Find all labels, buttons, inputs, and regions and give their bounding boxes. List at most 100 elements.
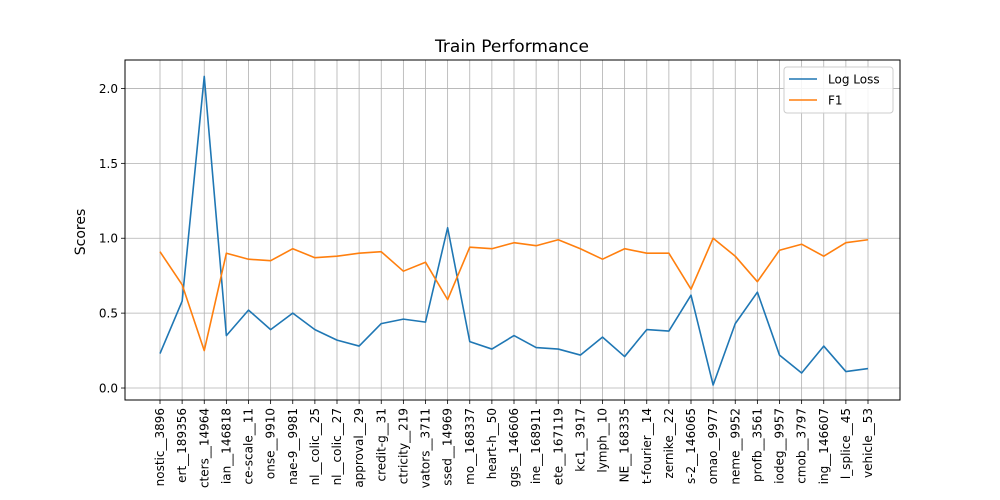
data-point	[447, 299, 449, 301]
y-axis: 0.0 0.5 1.0 1.5 2.0	[99, 82, 125, 396]
data-point	[314, 257, 316, 259]
x-tick-label: iodeg__9957	[773, 408, 787, 484]
data-point	[602, 258, 604, 260]
x-tick-label: mo__168337	[463, 408, 477, 485]
data-point	[668, 330, 670, 332]
data-point	[491, 248, 493, 250]
x-tick-label: zernike__22	[662, 408, 676, 479]
data-point	[845, 371, 847, 373]
data-point	[668, 252, 670, 254]
y-axis-label: Scores	[73, 209, 89, 256]
data-point	[845, 242, 847, 244]
data-point	[646, 252, 648, 254]
data-point	[756, 281, 758, 283]
data-point	[248, 309, 250, 311]
x-tick-label: ing__146607	[817, 408, 831, 484]
data-point	[225, 252, 227, 254]
plot-frame	[124, 59, 901, 401]
x-tick-label: ete__167119	[551, 408, 565, 485]
data-point	[447, 227, 449, 229]
data-point	[425, 321, 427, 323]
data-point	[402, 270, 404, 272]
x-tick-label: ssed__14969	[441, 408, 455, 486]
x-tick-label: vators__3711	[419, 408, 433, 488]
data-point	[292, 248, 294, 250]
data-point	[779, 249, 781, 251]
series-line-1	[159, 75, 869, 386]
series-line-2	[159, 237, 869, 352]
data-point	[203, 76, 205, 78]
data-point	[690, 288, 692, 290]
data-point	[624, 248, 626, 250]
x-tick-label: nl__colic__25	[308, 408, 322, 485]
x-tick-label: kc1__3917	[573, 408, 587, 472]
x-tick-label: ine__168911	[529, 408, 543, 484]
data-point	[535, 245, 537, 247]
data-point	[358, 345, 360, 347]
data-point	[624, 356, 626, 358]
legend-label: Log Loss	[828, 73, 880, 87]
data-point	[690, 294, 692, 296]
x-tick-label: omao__9977	[706, 408, 720, 484]
data-point	[491, 348, 493, 350]
data-point	[646, 329, 648, 331]
data-point	[557, 348, 559, 350]
data-point	[513, 242, 515, 244]
data-point	[602, 336, 604, 338]
data-point	[270, 329, 272, 331]
data-point	[867, 239, 869, 241]
x-axis: nostic__3896 ert__189356 cters__14964 ian__…	[153, 400, 875, 488]
x-tick-label: nostic__3896	[153, 408, 167, 486]
x-tick-label: NE__168335	[618, 408, 632, 482]
data-point	[292, 312, 294, 314]
y-tick-label: 0.0	[99, 382, 118, 396]
y-tick-label: 1.0	[99, 232, 118, 246]
data-point	[513, 335, 515, 337]
data-point	[402, 318, 404, 320]
data-point	[203, 350, 205, 352]
data-point	[756, 291, 758, 293]
data-point	[557, 239, 559, 241]
data-point	[314, 329, 316, 331]
x-tick-label: ctricity__219	[396, 408, 410, 484]
x-tick-label: nl__colic__27	[330, 408, 344, 485]
x-tick-label: lymph__10	[596, 408, 610, 473]
x-tick-label: s-2__146065	[684, 408, 698, 484]
x-tick-label: profb__3561	[750, 408, 764, 482]
grid	[125, 60, 900, 400]
chart-title: Train Performance	[434, 37, 589, 57]
data-point	[225, 335, 227, 337]
legend: Log Loss F1	[783, 66, 894, 114]
x-tick-label: vehicle__53	[861, 408, 875, 478]
data-point	[469, 341, 471, 343]
data-point	[823, 255, 825, 257]
x-tick-label: credit-g__31	[374, 408, 388, 482]
x-tick-label: heart-h__50	[485, 408, 499, 479]
x-tick-label: nae-9__9981	[286, 408, 300, 485]
data-point	[801, 243, 803, 245]
x-tick-label: neme__9952	[728, 408, 742, 485]
series-lines	[159, 75, 869, 386]
data-point	[181, 284, 183, 286]
y-tick-label: 0.5	[99, 307, 118, 321]
legend-label: F1	[828, 94, 843, 108]
x-tick-label: approval__29	[352, 408, 366, 488]
data-point	[579, 248, 581, 250]
data-point	[801, 372, 803, 374]
data-point	[712, 384, 714, 386]
data-point	[380, 251, 382, 253]
data-point	[358, 252, 360, 254]
data-point	[823, 345, 825, 347]
x-tick-label: onse__9910	[264, 408, 278, 479]
x-tick-label: ggs__146606	[507, 408, 521, 487]
x-tick-label: ert__189356	[175, 408, 189, 483]
x-tick-label: ian__146818	[219, 408, 233, 484]
y-tick-label: 2.0	[99, 82, 118, 96]
x-tick-label: t-fourier__14	[640, 408, 654, 484]
x-tick-label: cmob__3797	[795, 408, 809, 484]
data-point	[181, 300, 183, 302]
x-tick-label: cters__14964	[197, 408, 211, 488]
data-point	[535, 347, 537, 349]
data-point	[425, 261, 427, 263]
